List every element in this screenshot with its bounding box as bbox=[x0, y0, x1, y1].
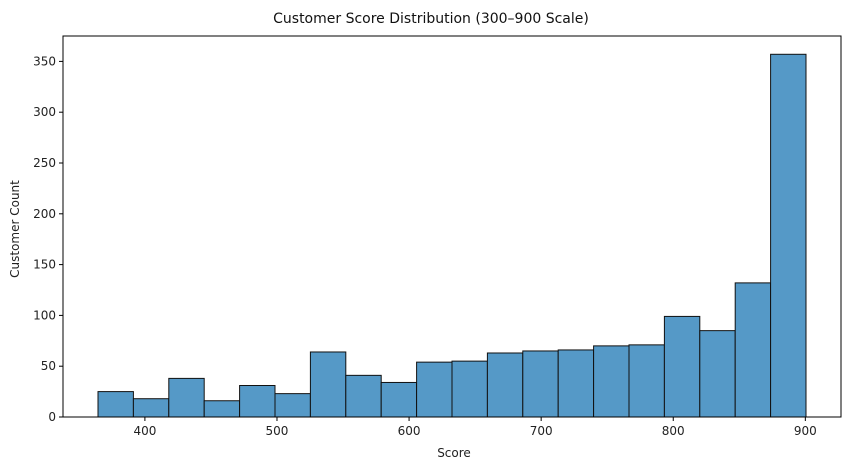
histogram-bar bbox=[239, 385, 276, 418]
histogram-bar bbox=[770, 53, 807, 418]
x-tick-label: 600 bbox=[398, 424, 421, 438]
histogram-bar bbox=[486, 352, 524, 418]
y-tick-label: 200 bbox=[33, 207, 56, 221]
y-tick-label: 250 bbox=[33, 156, 56, 170]
x-tick-label: 900 bbox=[794, 424, 817, 438]
y-tick-label: 50 bbox=[41, 359, 56, 373]
chart-title: Customer Score Distribution (300–900 Sca… bbox=[273, 11, 589, 27]
x-axis-label: Score bbox=[437, 446, 471, 460]
x-tick-label: 500 bbox=[266, 424, 289, 438]
histogram-bar bbox=[734, 282, 772, 418]
histogram-bar bbox=[451, 360, 488, 418]
y-tick-label: 150 bbox=[33, 258, 56, 272]
histogram-bar bbox=[203, 400, 241, 418]
histogram-bar bbox=[380, 381, 418, 418]
plot-frame bbox=[62, 35, 842, 418]
histogram-bar bbox=[522, 350, 559, 418]
plot-area: 400 500 600 700 800 900 0 50 100 150 200 250 300 350 bbox=[33, 35, 842, 438]
y-tick-label: 350 bbox=[33, 54, 56, 68]
histogram-bar bbox=[416, 361, 453, 418]
histogram-bar bbox=[168, 377, 205, 418]
histogram-bar bbox=[593, 345, 630, 418]
y-axis-label: Customer Count bbox=[8, 180, 22, 278]
y-tick-label: 100 bbox=[33, 308, 56, 322]
histogram-bar bbox=[274, 393, 311, 418]
histogram-bar bbox=[699, 330, 736, 418]
histogram-bar bbox=[97, 391, 134, 418]
y-tick-label: 0 bbox=[48, 410, 56, 424]
x-tick-label: 800 bbox=[662, 424, 685, 438]
histogram-bar bbox=[345, 374, 382, 418]
histogram-bar bbox=[132, 398, 170, 418]
histogram-bar bbox=[628, 344, 665, 418]
histogram-bar bbox=[663, 315, 701, 418]
x-tick-label: 700 bbox=[530, 424, 553, 438]
histogram-bar bbox=[309, 351, 347, 418]
x-tick-label: 400 bbox=[133, 424, 156, 438]
histogram-bar bbox=[557, 349, 595, 418]
y-tick-label: 300 bbox=[33, 105, 56, 119]
